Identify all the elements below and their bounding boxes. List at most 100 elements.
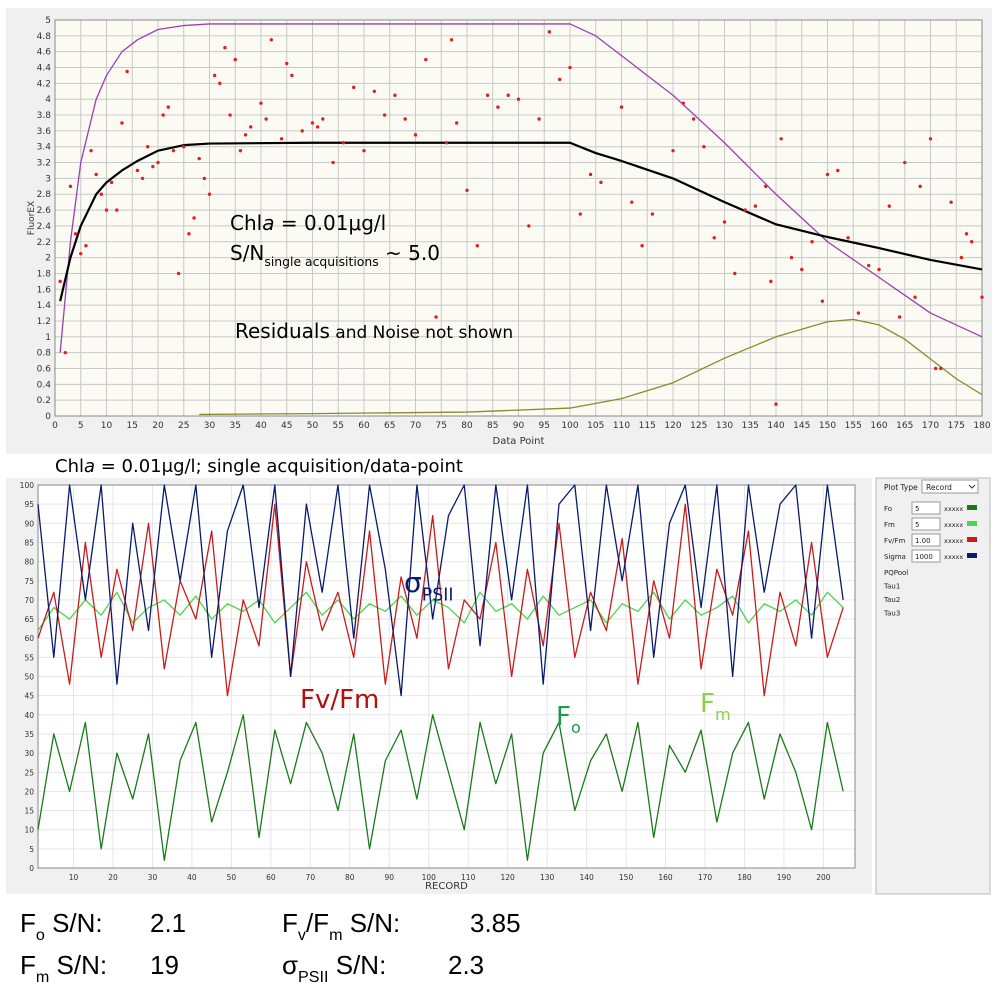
text-part: = 0.01μg/l xyxy=(274,211,386,235)
y-tick-label: 100 xyxy=(20,481,35,490)
text-part: Residuals xyxy=(235,319,330,343)
x-tick-label: 25 xyxy=(178,421,189,431)
y-tick-label: 65 xyxy=(24,615,34,624)
x-tick-label: 0 xyxy=(52,421,58,431)
text-part: F xyxy=(700,689,715,719)
x-tick-label: 135 xyxy=(742,421,759,431)
parameter-code: xxxxx xyxy=(944,505,963,513)
y-tick-label: 1.6 xyxy=(37,285,52,295)
data-point xyxy=(89,148,93,153)
y-tick-label: 1.4 xyxy=(37,301,52,311)
parameter-label: Sigma xyxy=(884,553,906,561)
plot-type-value[interactable]: Record xyxy=(926,483,952,492)
x-tick-label: 10 xyxy=(101,421,113,431)
data-point xyxy=(527,224,531,228)
x-tick-label: 115 xyxy=(639,421,656,431)
y-tick-label: 40 xyxy=(24,711,34,720)
data-point xyxy=(63,350,67,355)
text-part: Chl xyxy=(55,456,84,477)
stat-label: Fm S/N: xyxy=(20,950,107,986)
y-tick-label: 1 xyxy=(45,333,51,343)
data-point xyxy=(516,97,521,101)
parameter-code: xxxxx xyxy=(944,537,963,545)
x-tick-label: 10 xyxy=(69,873,79,882)
parameter-label: Fm xyxy=(884,521,895,529)
data-point xyxy=(218,81,222,86)
data-point xyxy=(465,188,469,192)
text-part: a xyxy=(262,211,274,235)
y-tick-label: 25 xyxy=(24,768,34,777)
data-point xyxy=(764,184,768,189)
data-point xyxy=(903,160,907,165)
y-tick-label: 4.2 xyxy=(37,79,51,89)
data-point xyxy=(99,192,104,196)
data-point xyxy=(58,279,62,284)
select-arrow[interactable] xyxy=(968,484,976,489)
x-tick-label: 110 xyxy=(461,873,476,882)
annotation: Fm xyxy=(700,689,731,724)
x-tick-label: 130 xyxy=(716,421,733,431)
parameter-value[interactable]: 5 xyxy=(915,521,919,529)
y-tick-label: 3.6 xyxy=(37,127,52,137)
text-part: m xyxy=(715,705,731,724)
text-part: v xyxy=(298,926,306,944)
data-point xyxy=(197,156,201,161)
x-tick-label: 70 xyxy=(410,421,422,431)
data-point xyxy=(156,160,160,165)
x-tick-label: 60 xyxy=(358,421,370,431)
data-point xyxy=(650,212,655,216)
data-point xyxy=(382,113,387,117)
data-point xyxy=(125,69,129,74)
x-tick-label: 180 xyxy=(737,873,752,882)
data-point xyxy=(393,93,397,97)
y-tick-label: 0.8 xyxy=(37,349,52,359)
data-point xyxy=(681,101,685,105)
parameter-value[interactable]: 5 xyxy=(915,505,919,513)
x-tick-label: 20 xyxy=(152,421,164,431)
data-point xyxy=(928,137,933,141)
data-point xyxy=(444,141,449,145)
plot-type-select[interactable] xyxy=(921,479,979,494)
text-part: σ xyxy=(282,950,298,980)
data-point xyxy=(146,145,150,149)
data-point xyxy=(321,117,325,121)
series-swatch xyxy=(967,521,977,526)
data-point xyxy=(73,232,78,236)
data-point xyxy=(820,299,825,303)
data-point xyxy=(547,30,552,34)
parameter-value[interactable]: 1000 xyxy=(915,553,933,561)
data-point xyxy=(836,168,840,173)
parameter-value[interactable]: 1.00 xyxy=(915,537,931,545)
parameter-input[interactable] xyxy=(911,517,941,531)
parameter-input[interactable] xyxy=(911,533,941,547)
parameter-label: Tau1 xyxy=(883,583,900,591)
data-point xyxy=(264,117,268,121)
parameter-label: Tau3 xyxy=(883,610,900,618)
annotation: Fo xyxy=(556,702,581,737)
text-part: m xyxy=(329,926,342,944)
text-part: S/N xyxy=(230,241,264,265)
data-point xyxy=(455,121,459,125)
x-tick-label: 180 xyxy=(973,421,990,431)
data-point xyxy=(202,176,207,181)
data-point xyxy=(449,38,454,42)
x-tick-label: 55 xyxy=(333,421,344,431)
data-point xyxy=(238,148,243,153)
parameter-label: Fo xyxy=(884,505,892,513)
data-point xyxy=(300,129,304,133)
data-point xyxy=(856,311,861,315)
data-point xyxy=(496,105,500,109)
data-point xyxy=(733,271,737,276)
annotation: Chla = 0.01μg/l xyxy=(230,211,386,235)
data-point xyxy=(867,263,871,268)
y-tick-label: 2 xyxy=(45,254,51,264)
x-tick-label: 165 xyxy=(896,421,913,431)
x-tick-label: 105 xyxy=(587,421,604,431)
x-tick-label: 60 xyxy=(266,873,276,882)
y-tick-label: 55 xyxy=(24,653,34,662)
parameter-input[interactable] xyxy=(911,501,941,515)
annotation: Fv/Fm xyxy=(300,685,379,715)
y-tick-label: 45 xyxy=(24,692,34,701)
x-tick-label: 120 xyxy=(501,873,516,882)
parameter-input[interactable] xyxy=(911,549,941,563)
